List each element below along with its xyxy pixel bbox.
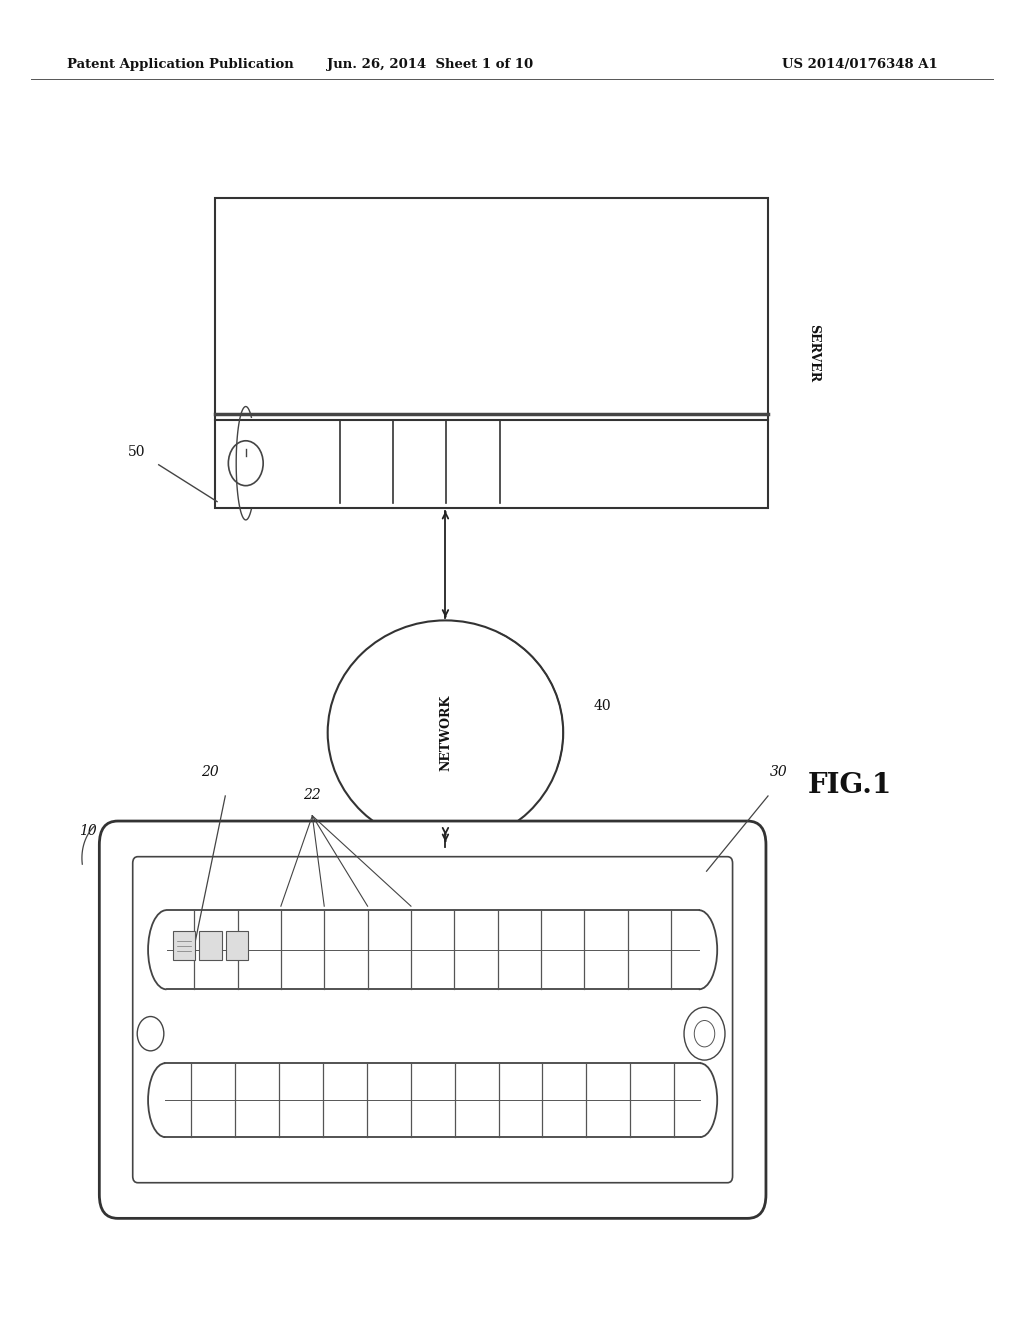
Text: NETWORK: NETWORK — [439, 694, 452, 771]
Circle shape — [694, 1020, 715, 1047]
Text: 10: 10 — [80, 824, 97, 838]
Text: SERVER: SERVER — [808, 323, 820, 383]
FancyBboxPatch shape — [99, 821, 766, 1218]
Bar — [200, 932, 222, 961]
Bar — [173, 932, 196, 961]
Text: 22: 22 — [303, 788, 322, 801]
Text: 30: 30 — [769, 766, 787, 779]
Text: 40: 40 — [594, 700, 611, 713]
Text: FIG.1: FIG.1 — [808, 772, 892, 799]
Circle shape — [228, 441, 263, 486]
Text: Jun. 26, 2014  Sheet 1 of 10: Jun. 26, 2014 Sheet 1 of 10 — [327, 58, 534, 71]
Ellipse shape — [328, 620, 563, 845]
FancyBboxPatch shape — [133, 857, 732, 1183]
Text: 20: 20 — [201, 766, 219, 779]
Text: Patent Application Publication: Patent Application Publication — [67, 58, 293, 71]
Circle shape — [684, 1007, 725, 1060]
Bar — [226, 932, 249, 961]
Text: 50: 50 — [128, 445, 145, 459]
Bar — [215, 198, 768, 508]
Circle shape — [137, 1016, 164, 1051]
Text: US 2014/0176348 A1: US 2014/0176348 A1 — [782, 58, 938, 71]
